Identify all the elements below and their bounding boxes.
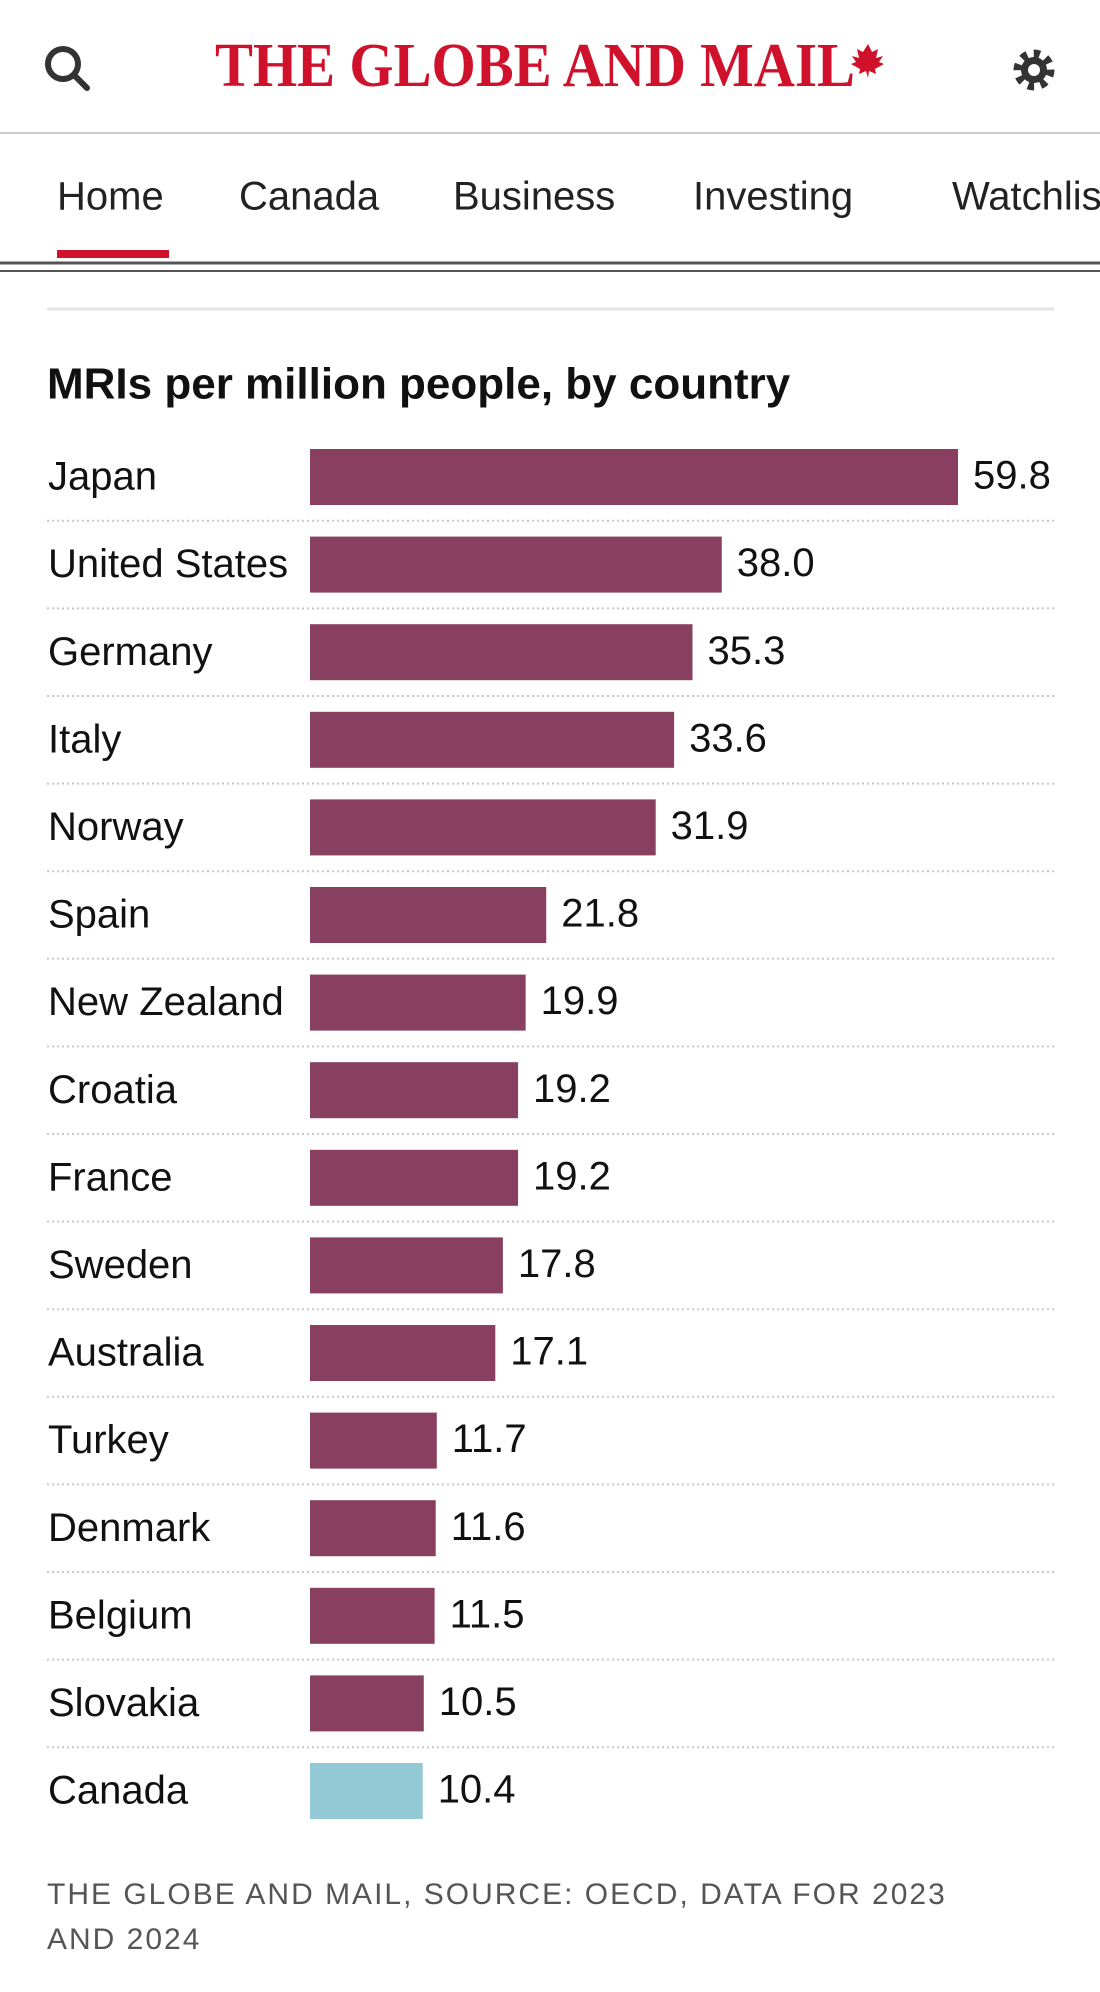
value-label: 17.8 xyxy=(518,1242,596,1286)
value-label: 35.3 xyxy=(708,629,786,673)
value-label: 11.7 xyxy=(452,1417,527,1461)
search-icon[interactable] xyxy=(45,46,90,91)
value-label: 38.0 xyxy=(737,541,815,585)
chart-title: MRIs per million people, by country xyxy=(47,360,791,409)
value-label: 19.2 xyxy=(533,1067,611,1111)
nav-tab[interactable]: Home xyxy=(57,175,164,219)
nav-tab[interactable]: Watchlist xyxy=(952,175,1100,219)
value-label: 10.4 xyxy=(438,1768,516,1812)
category-label: Belgium xyxy=(48,1593,193,1637)
bar xyxy=(310,536,722,593)
bar xyxy=(310,1237,503,1294)
category-label: Italy xyxy=(48,717,121,761)
value-label: 31.9 xyxy=(671,804,749,848)
category-label: Spain xyxy=(48,893,150,937)
value-label: 59.8 xyxy=(973,454,1051,498)
value-label: 21.8 xyxy=(561,892,639,936)
bar xyxy=(310,974,526,1031)
value-label: 19.9 xyxy=(541,979,619,1023)
source-note: THE GLOBE AND MAIL, SOURCE: OECD, DATA F… xyxy=(47,1878,947,1956)
maple-leaf xyxy=(851,44,884,78)
category-label: Australia xyxy=(48,1331,204,1375)
logo[interactable]: THE GLOBE AND MAIL xyxy=(215,32,855,100)
bar xyxy=(310,799,656,856)
category-label: New Zealand xyxy=(48,980,284,1024)
value-label: 10.5 xyxy=(439,1680,517,1724)
category-label: Denmark xyxy=(48,1506,211,1550)
value-label: 33.6 xyxy=(689,716,767,760)
value-label: 11.5 xyxy=(450,1592,525,1636)
category-label: Japan xyxy=(48,455,157,499)
bar xyxy=(310,1587,435,1644)
settings-icon[interactable] xyxy=(1013,49,1055,91)
bar xyxy=(310,449,958,505)
nav-tab[interactable]: Investing xyxy=(693,175,853,219)
bar xyxy=(310,1325,496,1381)
nav-tab[interactable]: Canada xyxy=(239,175,380,219)
category-label: Norway xyxy=(48,805,184,849)
active-tab-indicator xyxy=(57,250,169,258)
category-label: Croatia xyxy=(48,1068,178,1112)
nav-tab[interactable]: Business xyxy=(453,175,615,219)
chart: Japan 59.8 United States 38.0 Germany 35.3 Ita… xyxy=(47,449,1054,1819)
category-label: United States xyxy=(48,542,288,586)
bar xyxy=(310,1763,423,1819)
category-label: Slovakia xyxy=(48,1681,200,1725)
bar xyxy=(310,1412,437,1469)
bar xyxy=(310,1149,519,1206)
value-label: 19.2 xyxy=(533,1154,611,1198)
category-label: Turkey xyxy=(48,1418,169,1462)
category-label: Canada xyxy=(48,1769,189,1813)
bar xyxy=(310,711,675,768)
value-label: 17.1 xyxy=(510,1330,588,1374)
category-label: Sweden xyxy=(48,1243,193,1287)
category-label: France xyxy=(48,1155,173,1199)
nav-bar: Home Canada Business Investing Watchlist xyxy=(57,175,1100,219)
category-label: Germany xyxy=(48,630,213,674)
bar xyxy=(310,1062,519,1119)
bar xyxy=(310,887,547,943)
bar xyxy=(310,1675,424,1732)
bar xyxy=(310,1500,436,1557)
value-label: 11.6 xyxy=(451,1505,526,1549)
bar xyxy=(310,624,693,681)
